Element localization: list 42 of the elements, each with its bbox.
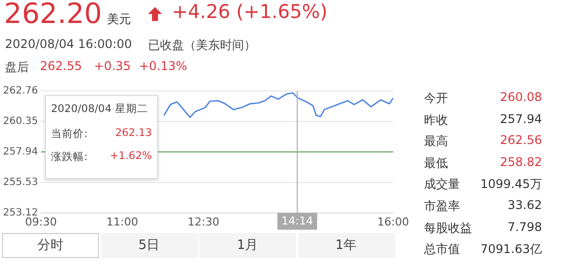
x-tick-label: 12:30 xyxy=(188,215,220,228)
text: 昨收 xyxy=(424,112,448,129)
text: 最高 xyxy=(424,133,448,150)
text: +4.26 (+1.65%) xyxy=(172,1,328,23)
text: 1099.45万 xyxy=(480,176,542,194)
text: 今开 xyxy=(424,90,448,107)
text: 262.56 xyxy=(500,133,542,148)
ref-line-label: 14:14 xyxy=(281,214,314,228)
text: 7.798 xyxy=(508,220,542,234)
annotation: +1.62% xyxy=(110,150,152,162)
y-tick-label: 257.94 xyxy=(2,146,38,158)
y-tick-label: 255.53 xyxy=(2,176,38,188)
annotation: 262.13 xyxy=(115,127,152,139)
x-tick-label: 11:00 xyxy=(106,215,138,228)
text: 市盈率 xyxy=(424,198,460,215)
text: +0.35 xyxy=(94,59,131,73)
text: 5日 xyxy=(100,233,198,258)
text: 盘后 xyxy=(5,59,29,76)
text: 258.82 xyxy=(500,154,542,169)
text: 260.08 xyxy=(500,90,542,104)
text: 33.62 xyxy=(508,198,542,212)
text: +0.13% xyxy=(139,59,188,73)
text: 成交量 xyxy=(424,176,460,194)
text: 美元 xyxy=(107,11,131,28)
text: 262.20 xyxy=(4,0,102,30)
text: 总市值 xyxy=(424,241,460,258)
text: 最低 xyxy=(424,154,448,172)
y-tick-label: 260.35 xyxy=(2,116,38,128)
text: 1月 xyxy=(199,233,296,258)
text: 已收盘（美东时间） xyxy=(148,37,256,54)
annotation: 当前价: xyxy=(51,127,88,141)
text: 2020/08/04 16:00:00 xyxy=(5,37,132,51)
text: 每股收益 xyxy=(424,220,472,237)
text: 1年 xyxy=(298,233,394,258)
text: 7091.63亿 xyxy=(480,241,542,258)
text: 262.55 xyxy=(40,59,82,73)
text: 257.94 xyxy=(500,112,542,126)
text: 分时 xyxy=(2,233,99,258)
annotation: 涨跌幅: xyxy=(51,150,88,164)
annotation: 2020/08/04 星期二 xyxy=(51,102,148,116)
x-tick-label: 16:00 xyxy=(377,215,409,228)
y-tick-label: 262.76 xyxy=(2,86,38,97)
